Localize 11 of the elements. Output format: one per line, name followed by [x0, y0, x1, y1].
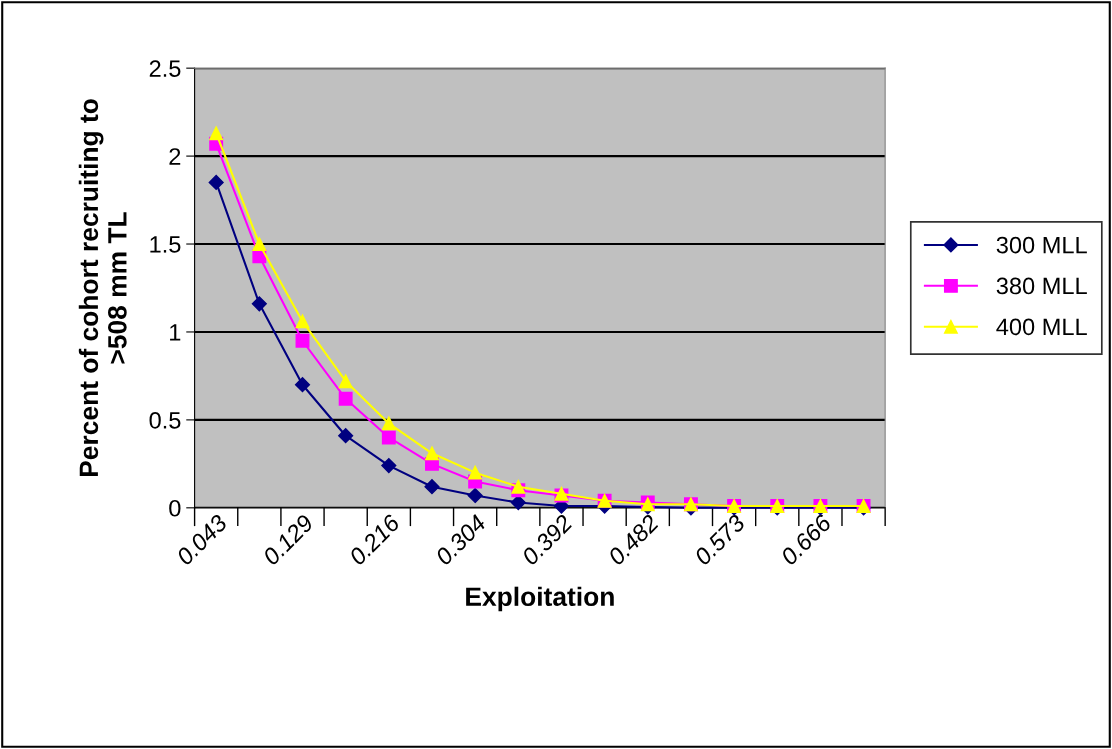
y-axis-title: Percent of cohort recruiting to >508 mm TL: [78, 99, 127, 477]
y-tick-label: 2.5: [149, 60, 181, 77]
y-tick-label: 0: [169, 499, 181, 517]
y-tick-label: 2: [169, 148, 181, 165]
y-tick-label: 1.5: [150, 236, 181, 253]
legend-label: 400 MLL: [996, 318, 1087, 336]
legend-label: 380 MLL: [996, 277, 1087, 295]
y-tick-label: 0.5: [149, 411, 181, 429]
x-axis-title: Exploitation: [466, 586, 614, 612]
y-tick-label: 1: [170, 324, 181, 341]
legend-label: 300 MLL: [996, 236, 1087, 254]
